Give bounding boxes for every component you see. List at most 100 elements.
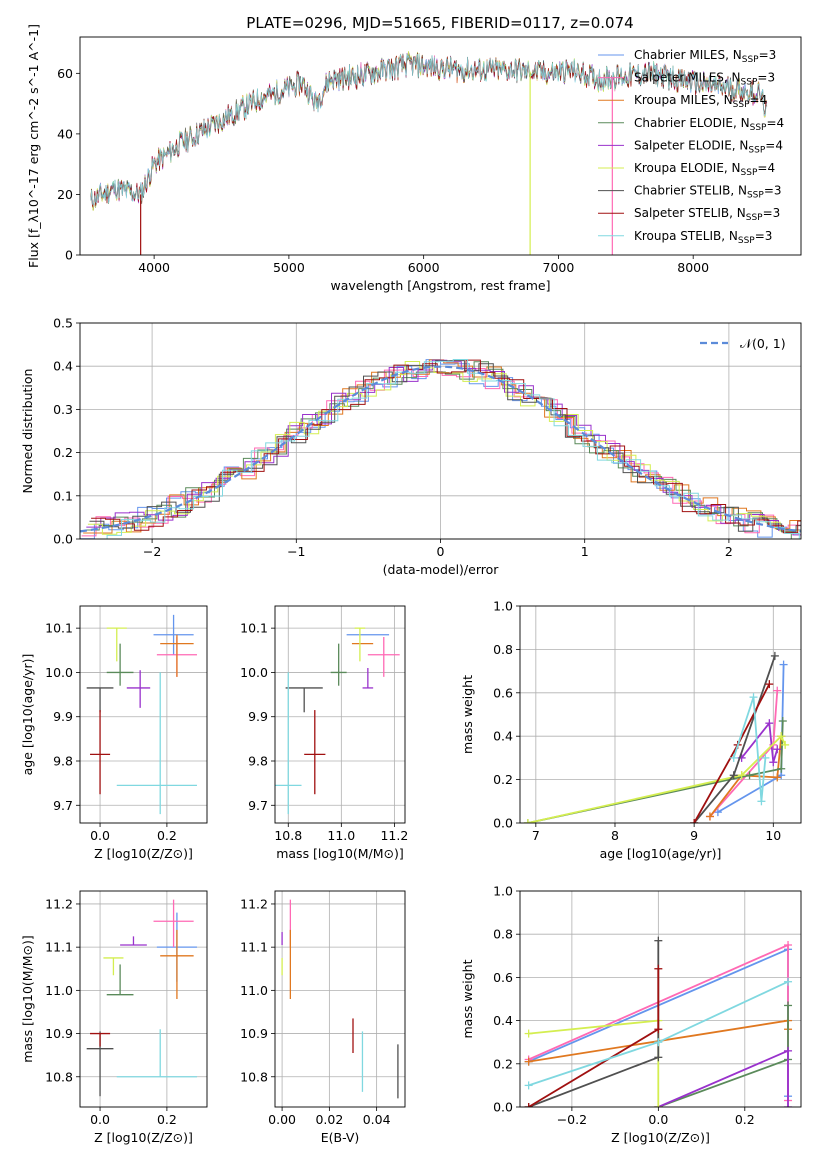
spectrum-plot-area [90, 51, 768, 255]
y-tick-label: 0.2 [493, 1056, 513, 1071]
x-tick-label: 10 [765, 828, 781, 843]
mass-vs-Z-plot-area [86, 899, 197, 1097]
x-tick-label: 2 [725, 544, 733, 559]
age-vs-Z-axes: 0.0 0.2 9.7 9.8 9.9 10.0 10.1 Z [log10(Z/Z⊙)] ag… [20, 605, 208, 861]
mass-vs-EBV-xlabel: E(B-V) [321, 1130, 360, 1145]
x-tick-label: 0.02 [315, 1112, 343, 1127]
legend-value: =3 [764, 184, 782, 198]
legend-label-kroupa_miles: Kroupa MILES, NSSP=4 [634, 93, 767, 110]
legend-label-chabrier_elodie: Chabrier ELODIE, NSSP=4 [634, 116, 784, 133]
y-tick-label: 9.8 [248, 754, 268, 769]
x-tick-label: 11.2 [380, 828, 408, 843]
weight-line-chabrier_stelib [528, 940, 660, 1107]
legend-subscript: SSP [741, 78, 758, 88]
residual-histogram-plot-area [80, 359, 801, 539]
y-tick-label: 0.4 [493, 1013, 513, 1028]
x-tick-label: 5000 [273, 260, 305, 275]
y-tick-label: 11.0 [45, 983, 73, 998]
y-tick-label: 0.0 [53, 532, 73, 547]
y-tick-label: 10.9 [45, 1026, 73, 1041]
mass-weight-vs-Z-axes: −0.2 0.0 0.2 0.0 0.2 0.4 0.6 0.8 1.0 Z [log10(Z/Z… [460, 884, 802, 1145]
mass-weight-vs-age-frame [519, 605, 802, 824]
x-tick-label: 0.2 [735, 1112, 755, 1127]
age-vs-mass-frame [274, 605, 406, 824]
mass-vs-EBV-axes: 0.00 0.02 0.04 10.8 10.9 11.0 11.1 11.2 E(B-V) [240, 890, 406, 1145]
x-tick-label: 6000 [408, 260, 440, 275]
histogram-series-kroupa_stelib [92, 359, 801, 539]
legend-label-kroupa_stelib: Kroupa STELIB, NSSP=3 [634, 229, 772, 246]
legend-label-salpeter_stelib: Salpeter STELIB, NSSP=3 [634, 206, 780, 223]
weight-line-chabrier_stelib [693, 655, 776, 823]
y-tick-label: 11.2 [45, 896, 73, 911]
y-tick-label: 0.6 [493, 970, 513, 985]
y-tick-label: 9.7 [53, 798, 73, 813]
x-tick-label: 0.0 [648, 1112, 668, 1127]
weight-line-kroupa_elodie [527, 734, 787, 823]
legend-value: =3 [759, 48, 777, 62]
legend-subscript: SSP [741, 168, 758, 178]
y-tick-label: 9.8 [53, 754, 73, 769]
age-vs-mass-xlabel: mass [log10(M/M⊙)] [276, 846, 404, 861]
y-tick-label: 11.1 [45, 940, 73, 955]
weight-line-salpeter_stelib [528, 968, 660, 1107]
x-tick-label: −0.2 [557, 1112, 587, 1127]
y-tick-label: 10.8 [240, 1069, 268, 1084]
y-tick-label: 0.4 [493, 729, 513, 744]
y-tick-label: 60 [57, 66, 73, 81]
histogram-series-chabrier_stelib [89, 360, 801, 533]
y-tick-label: 0.8 [493, 927, 513, 942]
legend-label-chabrier_stelib: Chabrier STELIB, NSSP=3 [634, 184, 782, 201]
y-tick-label: 0.0 [493, 1100, 513, 1115]
spectrum-legend: Chabrier MILES, NSSP=3 Salpeter MILES, NS… [598, 48, 784, 246]
x-tick-label: 8000 [677, 260, 709, 275]
legend-label-chabrier_miles: Chabrier MILES, NSSP=3 [634, 48, 776, 65]
y-tick-label: 10.0 [45, 665, 73, 680]
gaussian-curve [80, 365, 801, 533]
x-tick-label: 8 [611, 828, 619, 843]
legend-label-gaussian: 𝒩(0, 1) [740, 336, 786, 351]
mass-weight-vs-Z-frame [519, 890, 802, 1108]
mass-weight-vs-age-xlabel: age [log10(age/yr)] [600, 846, 722, 861]
legend-subscript: SSP [750, 123, 767, 133]
x-tick-label: 11.0 [327, 828, 355, 843]
y-tick-label: 1.0 [493, 884, 513, 899]
mass-vs-EBV-frame [274, 890, 406, 1108]
x-tick-label: 7 [532, 828, 540, 843]
legend-subscript: SSP [748, 145, 765, 155]
y-tick-label: 11.2 [240, 896, 268, 911]
y-tick-label: 0.2 [53, 445, 73, 460]
legend-subscript: SSP [742, 55, 759, 65]
mass-weight-vs-Z-plot-area [524, 936, 793, 1107]
y-tick-label: 10.8 [45, 1069, 73, 1084]
legend-subscript: SSP [733, 100, 750, 110]
spectrum-line-kroupa_stelib [90, 53, 768, 206]
y-tick-label: 1.0 [493, 599, 513, 614]
weight-line-kroupa_stelib [732, 696, 767, 802]
residual-histogram-frame [79, 322, 802, 540]
legend-value: =4 [750, 93, 768, 107]
x-tick-label: 0.00 [268, 1112, 296, 1127]
y-tick-label: 0.2 [493, 772, 513, 787]
legend-value: =3 [755, 229, 773, 243]
y-tick-label: 10.9 [240, 1026, 268, 1041]
figure-title: PLATE=0296, MJD=51665, FIBERID=0117, z=0… [246, 14, 633, 32]
y-tick-label: 10.1 [240, 621, 268, 636]
x-tick-label: 0.2 [157, 828, 177, 843]
age-vs-Z-ylabel: age [log10(age/yr)] [20, 654, 35, 776]
mass-vs-Z-frame [79, 890, 208, 1108]
histogram-series-kroupa_elodie [87, 361, 801, 535]
histogram-series-chabrier_elodie [84, 361, 801, 539]
y-tick-label: 11.0 [240, 983, 268, 998]
y-tick-label: 0.1 [53, 488, 73, 503]
y-tick-label: 0.3 [53, 402, 73, 417]
spectrum-axes: 4000 5000 6000 7000 8000 0 20 40 60 wavelength [A… [26, 24, 802, 293]
age-vs-Z-frame [79, 605, 208, 824]
residual-histogram-xlabel: (data-model)/error [383, 562, 500, 577]
x-tick-label: 4000 [138, 260, 170, 275]
x-tick-label: 0 [437, 544, 445, 559]
legend-subscript: SSP [746, 213, 763, 223]
x-tick-label: 7000 [543, 260, 575, 275]
y-tick-label: 40 [57, 126, 73, 141]
